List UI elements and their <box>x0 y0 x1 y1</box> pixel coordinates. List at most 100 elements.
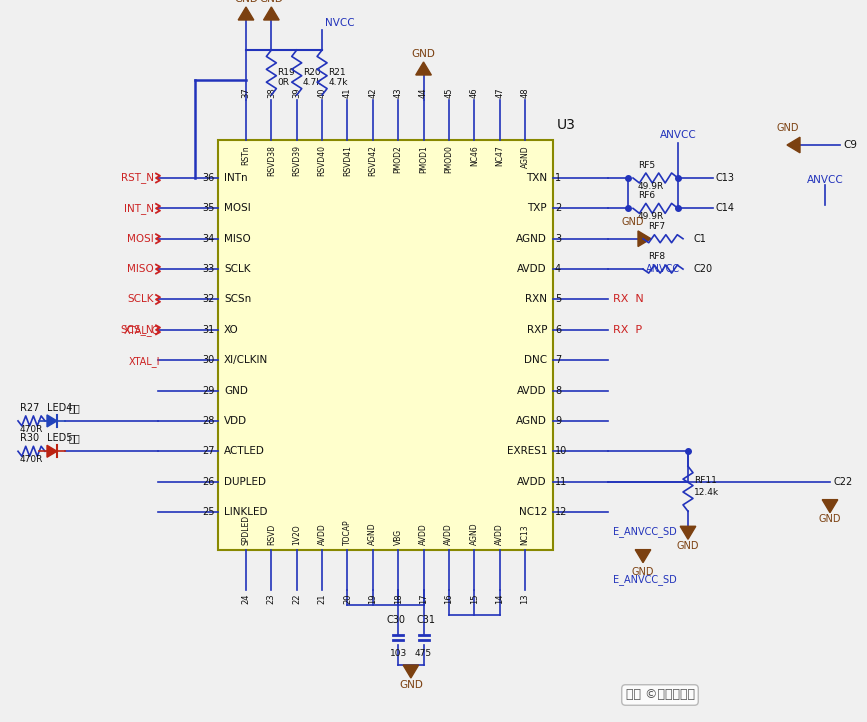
Text: INT_N: INT_N <box>124 203 154 214</box>
Text: RF11: RF11 <box>694 477 717 485</box>
Text: 29: 29 <box>203 386 215 396</box>
Text: GND: GND <box>234 0 258 4</box>
Text: 42: 42 <box>368 87 377 98</box>
Text: AVDD: AVDD <box>445 523 453 545</box>
Text: 5: 5 <box>555 295 561 305</box>
Text: 28: 28 <box>203 416 215 426</box>
Text: RSTn: RSTn <box>242 145 251 165</box>
Text: SCS_N: SCS_N <box>121 324 154 335</box>
Text: 8: 8 <box>555 386 561 396</box>
Text: NVCC: NVCC <box>325 18 355 28</box>
Text: RX  N: RX N <box>613 295 644 305</box>
Text: 48: 48 <box>520 87 530 98</box>
Text: AGND: AGND <box>368 523 377 545</box>
Text: 1V2O: 1V2O <box>292 524 301 545</box>
Text: C20: C20 <box>693 264 712 274</box>
Text: 18: 18 <box>394 593 402 604</box>
Text: GND: GND <box>224 386 248 396</box>
Text: XTAL_I: XTAL_I <box>128 356 160 367</box>
Text: AVDD: AVDD <box>518 386 547 396</box>
Text: R27: R27 <box>20 403 39 413</box>
Text: NC12: NC12 <box>518 507 547 517</box>
Text: 0R: 0R <box>277 78 290 87</box>
Text: GND: GND <box>777 123 799 133</box>
Text: RX  P: RX P <box>613 325 642 335</box>
Text: GND: GND <box>818 513 841 523</box>
Text: 4.7k: 4.7k <box>328 78 348 87</box>
Text: EXRES1: EXRES1 <box>506 446 547 456</box>
Polygon shape <box>416 62 432 75</box>
Polygon shape <box>822 500 838 513</box>
Polygon shape <box>47 445 57 457</box>
Text: 蓝色: 蓝色 <box>69 403 81 413</box>
Text: PMOD0: PMOD0 <box>445 145 453 173</box>
Text: 40: 40 <box>317 87 327 98</box>
Text: AVDD: AVDD <box>518 477 547 487</box>
Text: RF8: RF8 <box>648 252 665 261</box>
Text: 32: 32 <box>203 295 215 305</box>
Text: AVDD: AVDD <box>495 523 504 545</box>
Text: ACTLED: ACTLED <box>224 446 265 456</box>
Text: TXP: TXP <box>527 204 547 214</box>
Text: LINKLED: LINKLED <box>224 507 268 517</box>
Text: C30: C30 <box>387 615 406 625</box>
Text: 7: 7 <box>555 355 561 365</box>
Text: 2: 2 <box>555 204 561 214</box>
Text: C14: C14 <box>716 204 735 214</box>
Text: 26: 26 <box>203 477 215 487</box>
Text: 37: 37 <box>242 87 251 98</box>
Text: 470R: 470R <box>20 456 43 464</box>
Text: SPDLED: SPDLED <box>242 515 251 545</box>
Text: 35: 35 <box>203 204 215 214</box>
Polygon shape <box>638 231 651 246</box>
Text: AGND: AGND <box>516 234 547 244</box>
Text: R19: R19 <box>277 68 295 77</box>
Polygon shape <box>264 7 279 20</box>
Polygon shape <box>787 137 800 153</box>
Text: 14: 14 <box>495 593 504 604</box>
Text: C22: C22 <box>833 477 852 487</box>
Text: RSVD39: RSVD39 <box>292 145 301 176</box>
Text: RST_N: RST_N <box>121 173 154 183</box>
Text: 6: 6 <box>555 325 561 335</box>
Text: 21: 21 <box>317 593 327 604</box>
Text: LED4: LED4 <box>47 403 72 413</box>
Text: 470R: 470R <box>20 425 43 434</box>
Text: 46: 46 <box>470 87 479 98</box>
Text: C31: C31 <box>416 615 435 625</box>
Text: 25: 25 <box>203 507 215 517</box>
Text: 43: 43 <box>394 87 402 98</box>
Text: AGND: AGND <box>516 416 547 426</box>
Text: E_ANVCC_SD: E_ANVCC_SD <box>613 574 677 585</box>
Text: GND: GND <box>677 542 700 552</box>
Text: MOSI: MOSI <box>127 234 154 244</box>
Text: RXN: RXN <box>525 295 547 305</box>
Text: GND: GND <box>259 0 284 4</box>
Text: 44: 44 <box>419 87 428 98</box>
Text: 41: 41 <box>343 87 352 98</box>
Text: 27: 27 <box>203 446 215 456</box>
Text: E_ANVCC_SD: E_ANVCC_SD <box>613 526 677 537</box>
Text: U3: U3 <box>557 118 576 132</box>
Text: 红色: 红色 <box>69 433 81 443</box>
Text: RSVD40: RSVD40 <box>317 145 327 176</box>
Text: 9: 9 <box>555 416 561 426</box>
Text: PMOD1: PMOD1 <box>419 145 428 173</box>
Text: AGND: AGND <box>470 523 479 545</box>
Text: DUPLED: DUPLED <box>224 477 266 487</box>
Polygon shape <box>47 415 57 427</box>
Text: SCSn: SCSn <box>224 295 251 305</box>
Text: RF5: RF5 <box>638 161 655 170</box>
Text: SCLK: SCLK <box>224 264 251 274</box>
Text: 36: 36 <box>203 173 215 183</box>
Text: MISO: MISO <box>224 234 251 244</box>
Polygon shape <box>681 526 696 539</box>
Text: 22: 22 <box>292 593 301 604</box>
Text: C9: C9 <box>843 140 857 150</box>
Polygon shape <box>403 665 419 678</box>
Text: 12: 12 <box>555 507 567 517</box>
Text: R30: R30 <box>20 433 39 443</box>
Text: INTn: INTn <box>224 173 248 183</box>
Text: GND: GND <box>399 680 423 690</box>
Text: XI/CLKIN: XI/CLKIN <box>224 355 268 365</box>
